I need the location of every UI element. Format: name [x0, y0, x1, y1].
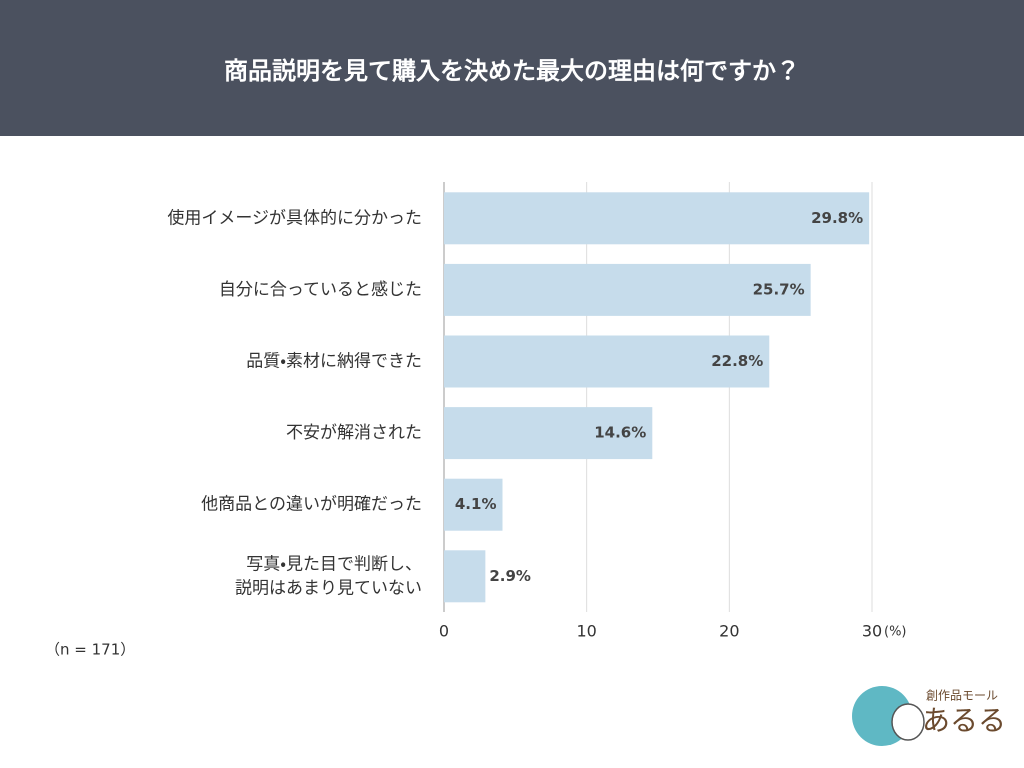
y-tick-label: 不安が解消された [286, 423, 422, 443]
header-band [0, 0, 1024, 136]
value-label: 29.8% [811, 209, 863, 227]
y-tick-label: 品質・素材に納得できた [246, 352, 422, 372]
y-tick-label: 他商品との違いが明確だった [201, 495, 422, 515]
bar [444, 478, 503, 531]
x-tick-label: 20 [719, 622, 739, 641]
value-label: 4.1% [455, 495, 497, 513]
value-label: 2.9% [489, 567, 531, 585]
x-tick-label: 10 [576, 622, 596, 641]
logo-rabbit [891, 703, 925, 741]
note: （n = 171） [45, 641, 135, 659]
x-axis-label: (%) [884, 625, 907, 640]
x-tick-label: 30 [862, 622, 882, 641]
y-tick-label: 自分に合っていると感じた [219, 280, 422, 300]
value-label: 25.7% [753, 280, 805, 298]
value-label: 14.6% [594, 424, 646, 442]
x-tick-label: 0 [439, 622, 449, 641]
bar [444, 192, 870, 245]
logo-tagline: 創作品モール [926, 689, 998, 703]
bar [444, 550, 486, 603]
y-tick-label: 使用イメージが具体的に分かった [167, 207, 422, 228]
y-tick-label: 写真・見た目で判断し、説明はあまり見ていない [235, 554, 422, 598]
bar [444, 335, 770, 388]
logo-name: あるる [922, 704, 1006, 737]
chart-title: 商品説明を見て購入を決めた最大の理由は何ですか？ [224, 57, 800, 85]
bar [444, 263, 811, 316]
value-label: 22.8% [711, 352, 763, 370]
bar [444, 407, 653, 460]
logo: 創作品モール あるる [852, 686, 1006, 746]
